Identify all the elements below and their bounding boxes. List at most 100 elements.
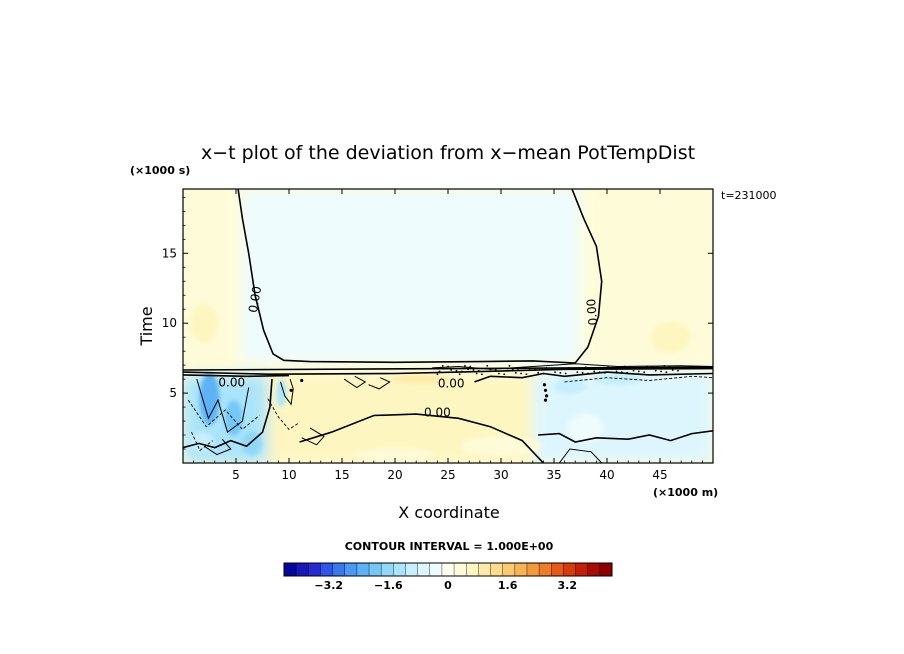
contour-noise (511, 368, 514, 371)
colorbar-swatch (332, 563, 346, 576)
x-tick-label: 25 (440, 468, 455, 482)
zero-contour (474, 371, 713, 383)
colorbar: −3.2 −1.6 0 1.6 3.2 (283, 562, 613, 592)
y-tick-label: 10 (162, 316, 177, 330)
contour-noise (520, 372, 523, 375)
contour-noise (497, 372, 500, 375)
contour-noise (543, 398, 548, 402)
contour-noise (477, 369, 480, 372)
contour-noise (632, 369, 635, 372)
contour-noise (503, 373, 506, 376)
field-blob (190, 432, 215, 453)
x-tick-label: 40 (599, 468, 614, 482)
zero-contour (571, 189, 603, 364)
colorbar-swatch (587, 563, 601, 576)
field-blob (553, 378, 586, 395)
svg-text:0.00: 0.00 (584, 298, 600, 326)
zero-contour (183, 367, 713, 376)
colorbar-tick-label: 1.6 (498, 579, 518, 592)
colorbar-swatch (296, 563, 309, 576)
y-axis-unit: (×1000 s) (130, 164, 190, 177)
thin-contour (558, 448, 603, 463)
y-axis: 5 10 15 (162, 196, 713, 450)
zero-contour (538, 430, 713, 443)
colorbar-swatch (393, 563, 406, 576)
colorbar-swatch (356, 563, 370, 576)
colorbar-swatch (575, 563, 589, 576)
contour-noise (668, 365, 671, 368)
contour-noise (590, 367, 592, 369)
contour-noise (620, 371, 623, 374)
contour-noise (646, 365, 649, 368)
x-axis-unit: (×1000 m) (653, 486, 718, 499)
contour-noise (634, 367, 637, 369)
x-tick-label: 20 (387, 468, 402, 482)
contour-noise (438, 370, 441, 373)
contour-interval: CONTOUR INTERVAL = 1.000E+00 (345, 540, 554, 553)
colorbar-swatch (441, 563, 455, 576)
field-blob (650, 321, 691, 354)
contour-noise (673, 366, 676, 369)
contour-noise (598, 371, 601, 374)
contour-noise (537, 371, 539, 374)
field-blob (619, 195, 680, 256)
contour-noise (517, 369, 519, 371)
contour-noise (603, 371, 606, 374)
x-tick-label: 10 (281, 468, 296, 482)
contour-noise (450, 369, 453, 371)
colorbar-swatch (308, 563, 321, 576)
thin-contour (368, 377, 391, 390)
colorbar-swatch (563, 563, 576, 576)
field-blob (309, 393, 354, 422)
contour-noise (581, 371, 584, 374)
zero-contour (183, 374, 290, 378)
contour-noise (624, 365, 626, 368)
contour-noise (534, 368, 536, 371)
contour-noise (654, 369, 657, 372)
contour-label: 0.00 (246, 285, 264, 314)
contour-noise (475, 372, 478, 375)
contour-noise (663, 364, 666, 367)
field-blob (199, 372, 220, 425)
colorbar-swatch (539, 563, 552, 576)
contour-noise (542, 372, 545, 375)
contour-noise (629, 366, 632, 369)
contour-label: 0.00 (218, 376, 245, 390)
plot-area: 0.00 0.00 0.00 0.00 0.00 (183, 189, 713, 463)
contour-noise (543, 388, 548, 392)
contour-noise (464, 364, 466, 367)
contour-noise (595, 367, 598, 370)
x-axis: 5 10 15 20 25 30 35 40 45 (193, 189, 703, 482)
colorbar-tick-label: 0 (444, 579, 452, 592)
field-blob (461, 436, 541, 457)
colorbar-swatch (551, 563, 564, 576)
colorbar-tick-label: −1.6 (374, 579, 403, 592)
contour-noise (289, 388, 293, 392)
contour-noise (544, 394, 549, 398)
colorbar-swatch (417, 563, 431, 576)
colorbar-tick-label: −3.2 (314, 579, 343, 592)
thin-contour (203, 438, 232, 456)
contour-noise (567, 367, 570, 369)
contour-noise (460, 370, 463, 373)
contour-noise (481, 373, 483, 376)
contour-noise (643, 371, 645, 374)
colorbar-swatch (344, 563, 358, 576)
contour-noise (441, 364, 444, 367)
negative-contour (564, 375, 713, 383)
field-blob (391, 375, 452, 384)
x-tick-label: 30 (493, 468, 508, 482)
contour-noise (584, 366, 587, 369)
svg-text:0.00: 0.00 (218, 376, 245, 390)
colorbar-swatch (454, 563, 467, 576)
contour-noise (469, 365, 472, 368)
colorbar-swatch (502, 563, 516, 576)
contour-noise (615, 370, 618, 373)
contour-noise (447, 365, 449, 368)
contour-noise (436, 373, 439, 376)
thin-contour (343, 375, 367, 389)
contour-noise (508, 364, 511, 367)
contour-noise (660, 370, 662, 373)
contour-noise (300, 378, 304, 383)
field-blob (276, 379, 287, 408)
